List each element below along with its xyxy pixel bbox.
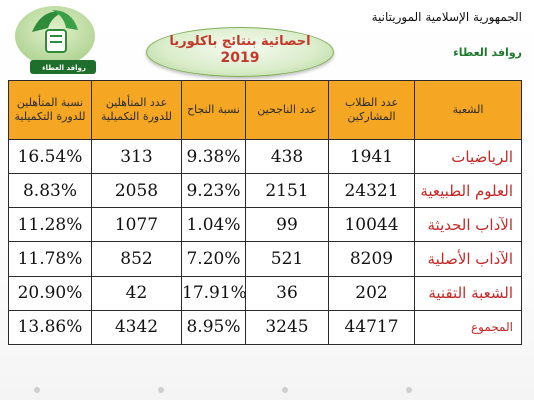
cell-qualified: 852 bbox=[91, 241, 182, 277]
cell-participants: 8209 bbox=[328, 241, 415, 277]
cell-branch: الشعبة التقنية bbox=[414, 275, 522, 311]
cell-passed: 521 bbox=[245, 241, 329, 277]
results-table: نسبة المتأهلين للدورة التكميلية عدد المت… bbox=[8, 80, 522, 346]
cell-pass-rate: 8.95% bbox=[181, 309, 246, 346]
cell-qualified: 1077 bbox=[91, 207, 182, 243]
header-pass-rate: نسبة النجاح bbox=[181, 80, 246, 140]
cell-passed: 438 bbox=[245, 138, 329, 175]
header-participants: عدد الطلاب المشاركين bbox=[328, 80, 415, 140]
cell-participants: 1941 bbox=[328, 138, 415, 175]
cell-passed: 3245 bbox=[245, 309, 329, 346]
header-qualified-rate: نسبة المتأهلين للدورة التكميلية bbox=[8, 80, 92, 140]
cell-pass-rate: 17.91% bbox=[181, 275, 247, 311]
table-row: 16.54% 313 9.38% 438 1941 الرياضيات bbox=[8, 138, 522, 175]
header-branch: الشعبة bbox=[414, 80, 522, 140]
page-title: احصائية بنتائج باكلوريا 2019 bbox=[146, 27, 334, 77]
cell-passed: 36 bbox=[245, 275, 329, 311]
title-year: 2019 bbox=[220, 50, 260, 66]
country-name: الجمهورية الإسلامية الموريتانية bbox=[371, 10, 522, 24]
cell-qualified-rate: 8.83% bbox=[8, 173, 92, 209]
cell-qualified-rate: 20.90% bbox=[8, 275, 92, 311]
cell-pass-rate: 9.38% bbox=[181, 138, 246, 175]
cell-pass-rate: 1.04% bbox=[181, 207, 246, 243]
cell-qualified: 313 bbox=[91, 138, 182, 175]
header-qualified: عدد المتأهلين للدورة التكميلية bbox=[91, 80, 182, 140]
cell-qualified-rate: 16.54% bbox=[8, 138, 92, 175]
cell-qualified-rate: 11.28% bbox=[8, 207, 92, 243]
cell-qualified: 42 bbox=[91, 275, 182, 311]
cell-qualified: 2058 bbox=[91, 173, 182, 209]
logo-emblem-icon bbox=[15, 6, 96, 74]
table-total-row: 13.86% 4342 8.95% 3245 44717 المجموع bbox=[8, 309, 522, 346]
dot-icon bbox=[34, 387, 40, 393]
header-passed: عدد الناجحين bbox=[245, 80, 329, 140]
table-row: 11.28% 1077 1.04% 99 10044 الآداب الحديث… bbox=[8, 207, 522, 243]
table-row: 8.83% 2058 9.23% 2151 24321 العلوم الطبي… bbox=[8, 173, 522, 209]
cell-branch: العلوم الطبيعية bbox=[414, 173, 522, 209]
logo: روافد العطاء bbox=[2, 2, 108, 78]
org-name: روافد العطاء bbox=[453, 46, 522, 59]
cell-participants: 10044 bbox=[328, 207, 415, 243]
cell-passed: 2151 bbox=[245, 173, 329, 209]
table-row: 20.90% 42 17.91% 36 202 الشعبة التقنية bbox=[8, 275, 522, 311]
cell-participants: 202 bbox=[328, 275, 415, 311]
table-row: 11.78% 852 7.20% 521 8209 الآداب الأصلية bbox=[8, 241, 522, 277]
dot-icon bbox=[282, 387, 288, 393]
cell-branch: الآداب الحديثة bbox=[414, 207, 522, 243]
dot-icon bbox=[158, 387, 164, 393]
cell-passed: 99 bbox=[245, 207, 329, 243]
cell-pass-rate: 7.20% bbox=[181, 241, 246, 277]
cell-qualified-rate: 13.86% bbox=[8, 309, 92, 346]
title-text: احصائية بنتائج باكلوريا bbox=[169, 34, 311, 49]
cell-branch: المجموع bbox=[414, 309, 522, 346]
cell-pass-rate: 9.23% bbox=[181, 173, 246, 209]
page-dots bbox=[34, 378, 530, 397]
cell-participants: 44717 bbox=[328, 309, 415, 346]
cell-branch: الآداب الأصلية bbox=[414, 241, 522, 277]
cell-participants: 24321 bbox=[328, 173, 415, 209]
dot-icon bbox=[406, 387, 412, 393]
logo-text: روافد العطاء bbox=[42, 64, 86, 72]
cell-branch: الرياضيات bbox=[414, 138, 522, 175]
table-header-row: نسبة المتأهلين للدورة التكميلية عدد المت… bbox=[8, 80, 522, 140]
cell-qualified: 4342 bbox=[91, 309, 182, 346]
cell-qualified-rate: 11.78% bbox=[8, 241, 92, 277]
